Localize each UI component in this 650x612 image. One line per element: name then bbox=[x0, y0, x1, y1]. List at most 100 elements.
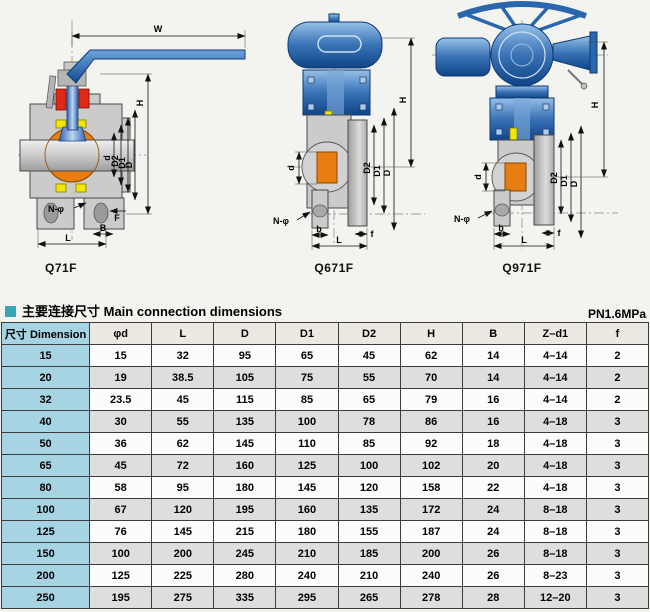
data-cell: 45 bbox=[89, 454, 153, 477]
dim-label-f: f bbox=[371, 229, 375, 239]
data-cell: 20 bbox=[461, 454, 525, 477]
data-cell: 3 bbox=[585, 410, 650, 433]
housing-hub bbox=[510, 43, 534, 67]
data-cell: 75 bbox=[275, 366, 339, 389]
data-cell: 8–18 bbox=[523, 498, 587, 521]
data-cell: 14 bbox=[461, 366, 525, 389]
data-cell: 12–20 bbox=[523, 586, 587, 609]
col-header: D1 bbox=[275, 322, 339, 345]
output-cone bbox=[552, 35, 591, 71]
data-cell: 62 bbox=[399, 344, 463, 367]
bolt-hole bbox=[43, 202, 59, 224]
row-header-cell: 65 bbox=[0, 454, 91, 477]
data-cell: 100 bbox=[89, 542, 153, 565]
section-title-bar: 主要连接尺寸 Main connection dimensions PN1.6M… bbox=[0, 301, 650, 321]
data-cell: 158 bbox=[399, 476, 463, 499]
dim-label-f: f bbox=[558, 228, 562, 238]
dim-label-L: L bbox=[336, 235, 342, 245]
dim-label-B: B bbox=[100, 223, 107, 233]
dim-label-N: N-φ bbox=[454, 214, 470, 224]
data-cell: 110 bbox=[275, 432, 339, 455]
data-cell: 200 bbox=[399, 542, 463, 565]
table-row: 20 19 38.5 105 75 55 70 14 4–14 2 bbox=[0, 366, 650, 389]
data-cell: 195 bbox=[89, 586, 153, 609]
data-cell: 200 bbox=[151, 542, 215, 565]
table-body: 15 15 32 95 65 45 62 14 4–14 2 20 19 38.5 105 75 55 70 14… bbox=[0, 344, 650, 609]
flange-disc bbox=[347, 119, 368, 227]
data-cell: 225 bbox=[151, 564, 215, 587]
col-header: H bbox=[399, 322, 463, 345]
data-cell: 3 bbox=[585, 586, 650, 609]
data-cell: 67 bbox=[89, 498, 153, 521]
bolt-hole bbox=[93, 202, 109, 224]
bracket-bolts bbox=[307, 76, 367, 111]
data-cell: 145 bbox=[151, 520, 215, 543]
data-cell: 45 bbox=[151, 388, 215, 411]
table-row: 40 30 55 135 100 78 86 16 4–18 3 bbox=[0, 410, 650, 433]
caption-q671f: Q671F bbox=[314, 261, 354, 275]
data-cell: 76 bbox=[89, 520, 153, 543]
table-row: 200 125 225 280 240 210 240 26 8–23 3 bbox=[0, 564, 650, 587]
data-cell: 65 bbox=[337, 388, 401, 411]
row-header-cell: 100 bbox=[0, 498, 91, 521]
data-cell: 172 bbox=[399, 498, 463, 521]
data-cell: 86 bbox=[399, 410, 463, 433]
col-header-dimension: 尺寸 Dimension bbox=[0, 322, 91, 345]
data-cell: 24 bbox=[461, 520, 525, 543]
bracket-bolts bbox=[495, 103, 550, 136]
data-cell: 335 bbox=[213, 586, 277, 609]
row-header-cell: 50 bbox=[0, 432, 91, 455]
data-cell: 105 bbox=[213, 366, 277, 389]
lever-knob bbox=[580, 82, 588, 90]
data-cell: 38.5 bbox=[151, 366, 215, 389]
dim-label-D1: D1 bbox=[117, 157, 127, 169]
table-header-row: 尺寸 Dimension φd L D D1 D2 H B Z–d1 f bbox=[0, 322, 650, 345]
dimension-annotations: d D2 D1 D H N-φ b bbox=[273, 37, 415, 250]
data-cell: 125 bbox=[275, 454, 339, 477]
data-cell: 275 bbox=[151, 586, 215, 609]
col-header: L bbox=[151, 322, 215, 345]
data-cell: 265 bbox=[337, 586, 401, 609]
dim-label-L: L bbox=[65, 233, 71, 243]
col-header: B bbox=[461, 322, 525, 345]
table-row: 150 100 200 245 210 185 200 26 8–18 3 bbox=[0, 542, 650, 565]
data-cell: 280 bbox=[213, 564, 277, 587]
data-cell: 120 bbox=[337, 476, 401, 499]
dim-label-N: N-φ bbox=[48, 204, 64, 214]
data-cell: 95 bbox=[151, 476, 215, 499]
col-header: f bbox=[585, 322, 650, 345]
table-row: 50 36 62 145 110 85 92 18 4–18 3 bbox=[0, 432, 650, 455]
data-cell: 195 bbox=[213, 498, 277, 521]
data-cell: 16 bbox=[461, 410, 525, 433]
dimension-annotations: W H d D2 D1 D N-φ F bbox=[37, 24, 246, 248]
data-cell: 3 bbox=[585, 520, 650, 543]
data-cell: 102 bbox=[399, 454, 463, 477]
data-cell: 23.5 bbox=[89, 388, 153, 411]
data-cell: 85 bbox=[275, 388, 339, 411]
flange-disc bbox=[533, 134, 555, 226]
data-cell: 135 bbox=[213, 410, 277, 433]
data-cell: 72 bbox=[151, 454, 215, 477]
data-cell: 3 bbox=[585, 432, 650, 455]
data-cell: 145 bbox=[275, 476, 339, 499]
valve-drawings-area: W H d D2 D1 D N-φ F bbox=[0, 0, 650, 296]
data-cell: 8–23 bbox=[523, 564, 587, 587]
lever-arm bbox=[567, 69, 583, 85]
data-cell: 36 bbox=[89, 432, 153, 455]
data-cell: 155 bbox=[337, 520, 401, 543]
data-cell: 26 bbox=[461, 542, 525, 565]
bore bbox=[504, 162, 527, 192]
data-cell: 185 bbox=[337, 542, 401, 565]
dim-label-D1: D1 bbox=[559, 175, 569, 187]
data-cell: 2 bbox=[585, 388, 650, 411]
motor-cylinder bbox=[435, 37, 491, 77]
caption-q971f: Q971F bbox=[502, 261, 542, 275]
dim-label-D: D bbox=[569, 180, 579, 187]
data-cell: 4–18 bbox=[523, 454, 587, 477]
bolt-hole bbox=[494, 203, 510, 217]
data-cell: 3 bbox=[585, 564, 650, 587]
data-cell: 62 bbox=[151, 432, 215, 455]
dim-label-D: D bbox=[124, 161, 134, 168]
data-cell: 3 bbox=[585, 542, 650, 565]
